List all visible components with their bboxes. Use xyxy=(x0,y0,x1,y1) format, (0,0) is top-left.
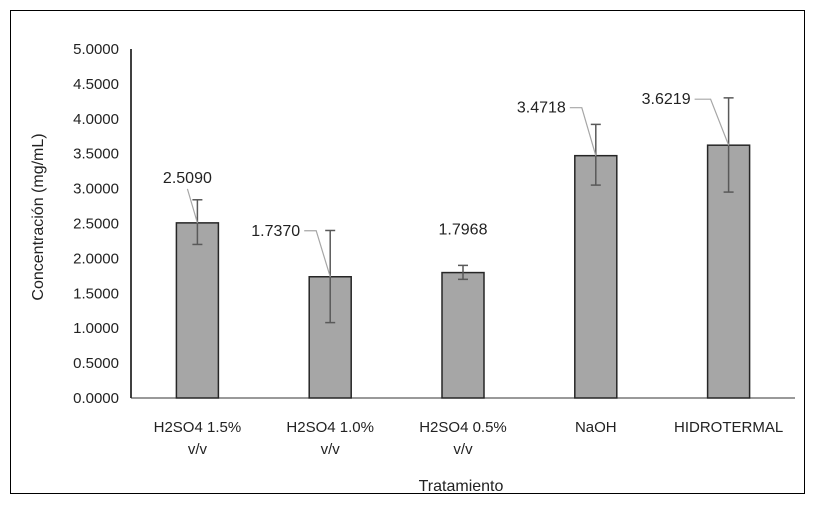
data-label: 3.6219 xyxy=(642,91,691,108)
x-category-label: v/v xyxy=(453,441,473,458)
data-label-leader xyxy=(187,189,197,223)
y-tick-label: 0.0000 xyxy=(73,390,119,407)
x-category-label: H2SO4 1.5% xyxy=(154,419,242,436)
y-axis-title: Concentración (mg/mL) xyxy=(30,133,47,300)
y-tick-label: 5.0000 xyxy=(73,41,119,58)
y-axis-ticks: 0.0000 0.5000 1.0000 1.5000 2.0000 2.5000 3.00… xyxy=(73,41,119,407)
data-labels: 2.5090 1.7370 1.7968 3.4718 3.6219 xyxy=(163,91,729,277)
x-category-label: NaOH xyxy=(575,419,617,436)
data-label: 1.7968 xyxy=(439,222,488,239)
data-label: 1.7370 xyxy=(251,223,300,240)
y-tick-label: 1.5000 xyxy=(73,285,119,302)
y-tick-label: 3.0000 xyxy=(73,181,119,198)
x-axis-title: Tratamiento xyxy=(419,478,504,495)
y-tick-label: 2.0000 xyxy=(73,250,119,267)
data-label-leader xyxy=(304,231,330,277)
bar xyxy=(176,223,218,398)
y-tick-label: 4.0000 xyxy=(73,111,119,128)
data-label-leader xyxy=(695,99,729,145)
y-tick-label: 3.5000 xyxy=(73,146,119,163)
x-category-label: H2SO4 0.5% xyxy=(419,419,507,436)
bar xyxy=(575,156,617,398)
x-category-label: v/v xyxy=(321,441,341,458)
x-category-label: HIDROTERMAL xyxy=(674,419,783,436)
x-category-label: H2SO4 1.0% xyxy=(286,419,374,436)
y-tick-label: 4.5000 xyxy=(73,76,119,93)
data-label: 2.5090 xyxy=(163,170,212,187)
y-tick-label: 0.5000 xyxy=(73,355,119,372)
data-label: 3.4718 xyxy=(517,100,566,117)
bar xyxy=(442,273,484,398)
x-category-label: v/v xyxy=(188,441,208,458)
y-tick-label: 1.0000 xyxy=(73,320,119,337)
data-label-leader xyxy=(570,108,596,156)
x-axis-categories: H2SO4 1.5% v/v H2SO4 1.0% v/v H2SO4 0.5% v/v N… xyxy=(154,419,784,458)
y-tick-label: 2.5000 xyxy=(73,216,119,233)
